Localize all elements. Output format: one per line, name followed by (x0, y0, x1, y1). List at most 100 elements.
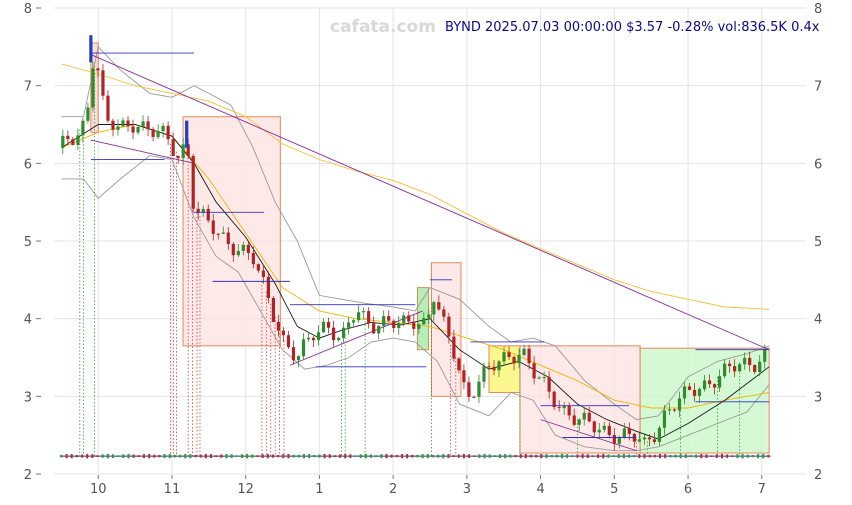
y-axis-left: 2 3 4 5 6 7 8 (24, 2, 41, 483)
candle-body (326, 321, 331, 328)
volume-bar (710, 455, 713, 457)
candle-body (432, 302, 436, 315)
candle-body (382, 316, 386, 326)
volume-bar (287, 453, 290, 459)
trend-line (90, 54, 770, 351)
volume-bar (566, 454, 569, 459)
x-tick-label: 7 (758, 482, 766, 497)
volume-bar (762, 453, 765, 459)
volume-bar (344, 453, 347, 459)
volume-bar (173, 454, 176, 458)
x-tick-label: 6 (684, 482, 692, 497)
candle-body (146, 121, 150, 130)
volume-bar (499, 454, 502, 459)
candle-body (181, 144, 185, 159)
x-tick-label: 12 (237, 482, 254, 497)
candle-body (321, 321, 326, 333)
volume-bar (726, 454, 729, 458)
volume-bar (700, 453, 703, 459)
volume-bar (333, 455, 336, 458)
volume-bar (184, 453, 187, 459)
candle-body (517, 355, 521, 364)
volume-bar (168, 453, 171, 459)
trend-line (289, 310, 423, 366)
volume-bar (111, 454, 114, 458)
volume-bar (576, 454, 579, 458)
volume-bar (91, 454, 94, 459)
y-tick-label-right: 6 (814, 157, 822, 172)
volume-bar (390, 454, 393, 458)
candle-body (211, 220, 215, 234)
candle-body (261, 270, 265, 277)
volume-bar (421, 453, 424, 459)
candle-body (377, 325, 381, 334)
volume-bar (715, 454, 718, 458)
volume-bar (302, 453, 305, 459)
candle-body (552, 391, 556, 408)
y-tick-label-right: 4 (814, 313, 822, 328)
candle-body (507, 352, 511, 357)
candle-body (597, 429, 601, 433)
volume-bar (607, 454, 610, 458)
volume-bar (359, 454, 362, 458)
candle-body (728, 363, 732, 367)
candle-body (452, 336, 456, 359)
candle-body-signal (185, 120, 189, 148)
volume-bar (493, 455, 496, 458)
candle-body (743, 357, 747, 365)
candle-body (592, 421, 596, 433)
candle-body (667, 409, 672, 411)
volume-bar (194, 454, 197, 458)
y-tick-label-right: 2 (814, 468, 822, 483)
volume-bar (323, 453, 326, 459)
volume-bar (504, 453, 507, 459)
volume-bar (509, 454, 512, 458)
candle-body (617, 437, 621, 444)
x-tick-label: 11 (164, 482, 181, 497)
volume-bar (313, 454, 316, 458)
candle-body (462, 370, 466, 383)
volume-bar (251, 454, 254, 458)
candle-body-signal (89, 35, 93, 63)
candle-body (677, 398, 682, 411)
candle-body (662, 410, 667, 428)
candle-body (81, 120, 85, 136)
volume-bar (101, 454, 104, 458)
volume-bar (96, 455, 99, 458)
volume-bar (411, 454, 414, 458)
volume-bar (550, 454, 553, 458)
volume-bar (653, 454, 656, 458)
volume-bar (137, 455, 140, 458)
candle-body (191, 155, 195, 209)
volume-bar (395, 454, 398, 458)
volume-bar (540, 453, 543, 459)
candle-body (692, 389, 697, 396)
volume-bar (633, 455, 636, 458)
candle-body (266, 276, 270, 298)
highlight-zones (90, 42, 770, 454)
candle-body (101, 70, 105, 96)
candle-body (622, 428, 626, 438)
candle-body (637, 439, 641, 442)
candle-body (216, 233, 220, 235)
candle-body (166, 125, 170, 140)
volume-bar (132, 454, 135, 458)
volume-bar (741, 453, 744, 459)
volume-bar (473, 455, 476, 457)
volume-bar (142, 454, 145, 459)
volume-bar (220, 454, 223, 458)
candle-body (131, 126, 135, 133)
volume-bar (210, 454, 213, 459)
candle-body (286, 335, 291, 348)
candle-body (437, 302, 441, 310)
candle-body (702, 380, 707, 390)
candle-body (231, 244, 235, 256)
candle-body (577, 419, 581, 425)
volume-bar (519, 454, 522, 459)
candle-body (116, 126, 120, 130)
candle-body (672, 409, 677, 411)
candle-body (291, 347, 296, 361)
volume-bar (648, 454, 651, 458)
volume-bar (246, 453, 249, 459)
y-tick-label-left: 3 (24, 390, 32, 405)
